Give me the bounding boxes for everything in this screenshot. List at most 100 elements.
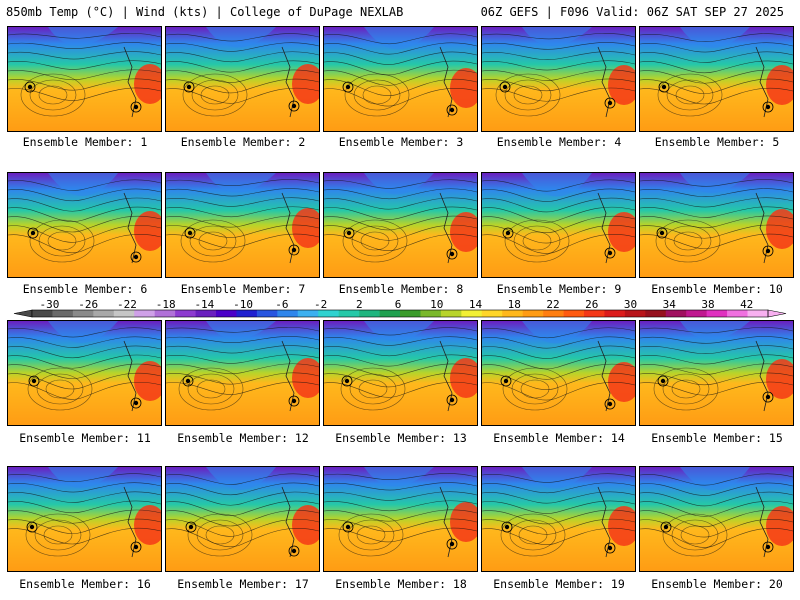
- height-contour: [640, 179, 793, 187]
- height-contour: [640, 51, 793, 63]
- height-contour: [324, 354, 477, 367]
- colorbar-swatch: [175, 310, 196, 317]
- height-contour: [8, 78, 161, 91]
- closed-contour: [504, 219, 570, 263]
- height-contour: [482, 382, 635, 401]
- height-contour: [482, 482, 635, 494]
- cold-trough: [206, 321, 276, 340]
- closed-contour: [673, 231, 703, 251]
- coastline: [755, 486, 769, 558]
- height-contour: [8, 197, 161, 212]
- low-center-marker: [762, 245, 774, 257]
- temperature-map: [166, 173, 319, 277]
- temperature-map: [8, 467, 161, 571]
- height-contour: [324, 509, 477, 522]
- closed-contour: [356, 525, 386, 545]
- height-contour: [640, 381, 793, 396]
- height-contour: [324, 69, 477, 86]
- height-contour: [166, 518, 319, 537]
- coastline: [123, 192, 137, 264]
- cold-trough: [364, 321, 434, 342]
- cold-trough: [364, 27, 434, 50]
- closed-contour: [675, 85, 705, 105]
- height-contour: [8, 206, 161, 222]
- ensemble-panel-9: [481, 172, 636, 278]
- low-center-marker: [762, 101, 774, 113]
- cold-trough: [364, 467, 434, 487]
- temperature-map: [482, 467, 635, 571]
- low-center-marker: [288, 244, 300, 256]
- panel-caption: Ensemble Member: 1: [22, 135, 148, 149]
- height-contour: [8, 345, 161, 359]
- closed-contour: [47, 231, 77, 251]
- warm-region: [292, 208, 319, 248]
- height-contour: [166, 206, 319, 218]
- panel-caption: Ensemble Member: 12: [177, 431, 309, 445]
- closed-contour: [36, 373, 84, 405]
- height-contour: [8, 60, 161, 70]
- height-contour: [166, 188, 319, 197]
- height-contour: [482, 215, 635, 233]
- panel-caption: Ensemble Member: 6: [22, 282, 148, 296]
- ensemble-panel-5: [639, 26, 794, 132]
- ensemble-panel-14: [481, 320, 636, 426]
- temperature-map: [8, 27, 161, 131]
- colorbar-swatch: [134, 310, 155, 317]
- height-contour: [324, 51, 477, 65]
- low-center-marker: [183, 81, 195, 93]
- panel-caption: Ensemble Member: 8: [338, 282, 464, 296]
- temperature-map: [324, 27, 477, 131]
- closed-contour: [347, 519, 395, 551]
- height-contour: [640, 215, 793, 229]
- height-contour: [324, 215, 477, 231]
- closed-contour: [187, 373, 235, 405]
- height-contour: [482, 188, 635, 202]
- cold-trough: [680, 173, 750, 193]
- height-contour: [482, 518, 635, 535]
- panel-caption: Ensemble Member: 15: [651, 431, 783, 445]
- panel-caption: Ensemble Member: 2: [180, 135, 306, 149]
- closed-contour: [509, 519, 557, 551]
- height-contour: [8, 179, 161, 191]
- height-contour: [166, 215, 319, 228]
- height-contour: [482, 473, 635, 483]
- closed-contour: [349, 373, 397, 405]
- warm-region: [134, 64, 161, 104]
- closed-contour: [353, 79, 401, 111]
- colorbar-swatch: [665, 310, 687, 317]
- ensemble-panel-19: [481, 466, 636, 572]
- panel-caption: Ensemble Member: 10: [651, 282, 783, 296]
- height-contour: [324, 224, 477, 241]
- low-center-marker: [130, 251, 142, 263]
- colorbar-swatch: [461, 310, 483, 317]
- low-center-marker: [24, 81, 36, 93]
- height-contour: [482, 33, 635, 40]
- low-center-marker: [446, 104, 458, 116]
- ensemble-panel-2: [165, 26, 320, 132]
- colorbar-arrow-right: [767, 309, 787, 318]
- height-contour: [166, 528, 319, 547]
- height-contour: [166, 509, 319, 527]
- height-contour: [324, 60, 477, 76]
- warm-region: [134, 361, 161, 401]
- panel-caption: Ensemble Member: 17: [177, 577, 309, 591]
- height-contour: [324, 482, 477, 491]
- coastline: [597, 46, 611, 118]
- warm-region: [608, 506, 635, 546]
- height-contour: [640, 482, 793, 496]
- closed-contour: [513, 85, 543, 105]
- height-contour: [166, 33, 319, 42]
- low-center-marker: [130, 541, 142, 553]
- height-contour: [324, 78, 477, 96]
- height-contour: [166, 336, 319, 343]
- low-center-marker: [502, 227, 514, 239]
- height-contour: [482, 69, 635, 81]
- coastline: [281, 486, 295, 558]
- colorbar-tick-label: 14: [469, 300, 483, 311]
- height-contour: [482, 179, 635, 192]
- height-contour: [640, 188, 793, 198]
- closed-contour: [344, 73, 410, 117]
- colorbar-swatch: [93, 310, 115, 317]
- closed-contour: [502, 367, 568, 411]
- low-center-marker: [182, 375, 194, 387]
